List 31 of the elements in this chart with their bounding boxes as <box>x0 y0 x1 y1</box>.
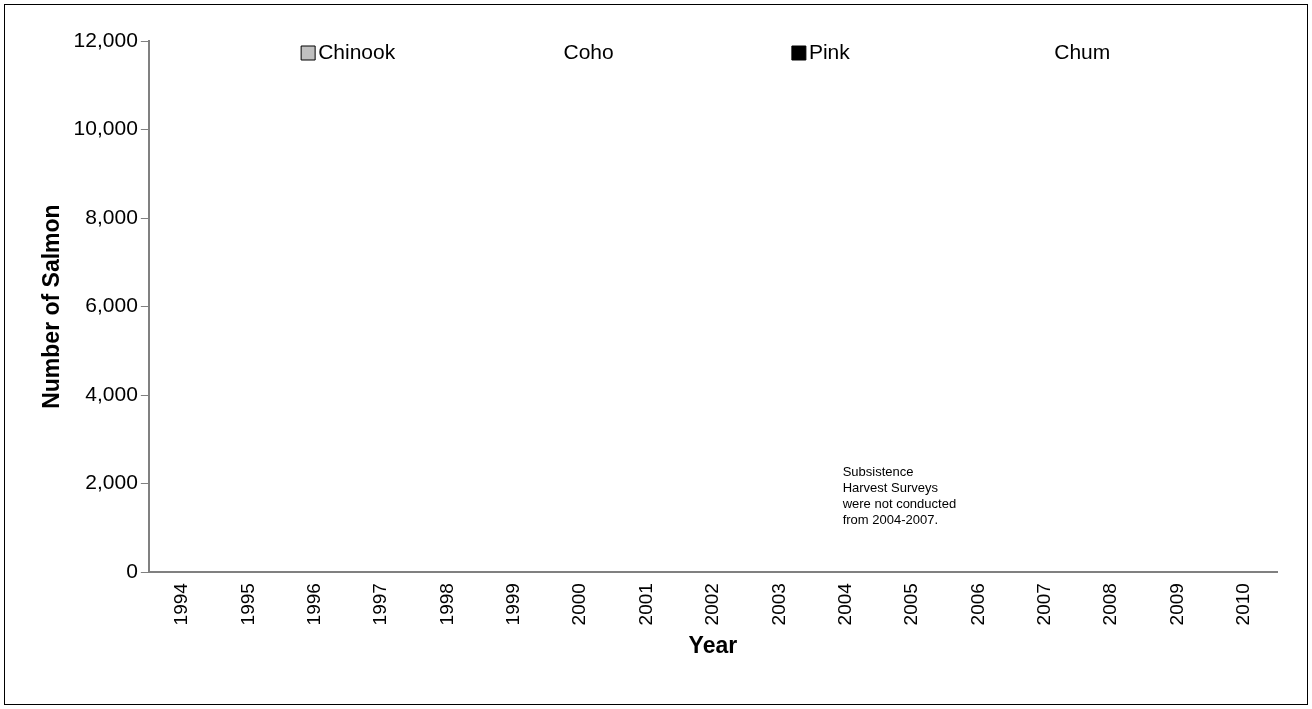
y-axis-title: Number of Salmon <box>38 204 65 409</box>
x-tick-label: 2001 <box>634 583 656 626</box>
x-tick-label: 2000 <box>568 583 590 626</box>
x-tick-label: 2002 <box>701 583 723 626</box>
text: Coho <box>563 39 614 63</box>
x-tick-label: 2010 <box>1232 583 1254 626</box>
y-tick-label: 6,000 <box>85 293 138 317</box>
y-tick-label: 12,000 <box>73 27 138 51</box>
legend-label: Chinook <box>318 39 396 63</box>
text: Chum <box>1054 39 1111 63</box>
x-tick-label: 1999 <box>502 583 524 626</box>
annotation: Subsistence Harvest Surveys were not conducted from 2004-2007. <box>841 463 957 527</box>
x-tick-label: 1998 <box>435 583 457 626</box>
x-tick-label: 2003 <box>767 583 789 626</box>
legend-label: Pink <box>808 39 851 63</box>
x-tick-label: 1995 <box>236 583 258 626</box>
y-tick-label: 2,000 <box>85 470 138 494</box>
x-tick-label: 2004 <box>833 582 855 626</box>
y-tick-label: 4,000 <box>85 381 138 405</box>
x-tick-label: 2008 <box>1099 583 1121 626</box>
x-tick-label: 2006 <box>966 583 988 626</box>
x-tick-label: 2009 <box>1165 583 1187 626</box>
y-tick-label: 0 <box>126 558 138 582</box>
x-axis-title: Year <box>688 631 738 658</box>
x-tick-label: 1997 <box>369 583 391 626</box>
x-tick-label: 2005 <box>900 583 922 626</box>
x-tick-label: 1994 <box>170 582 192 626</box>
y-tick-label: 8,000 <box>85 204 138 228</box>
y-tick-label: 10,000 <box>73 116 138 140</box>
x-tick-label: 1996 <box>302 583 324 626</box>
x-tick-label: 2007 <box>1032 583 1054 626</box>
